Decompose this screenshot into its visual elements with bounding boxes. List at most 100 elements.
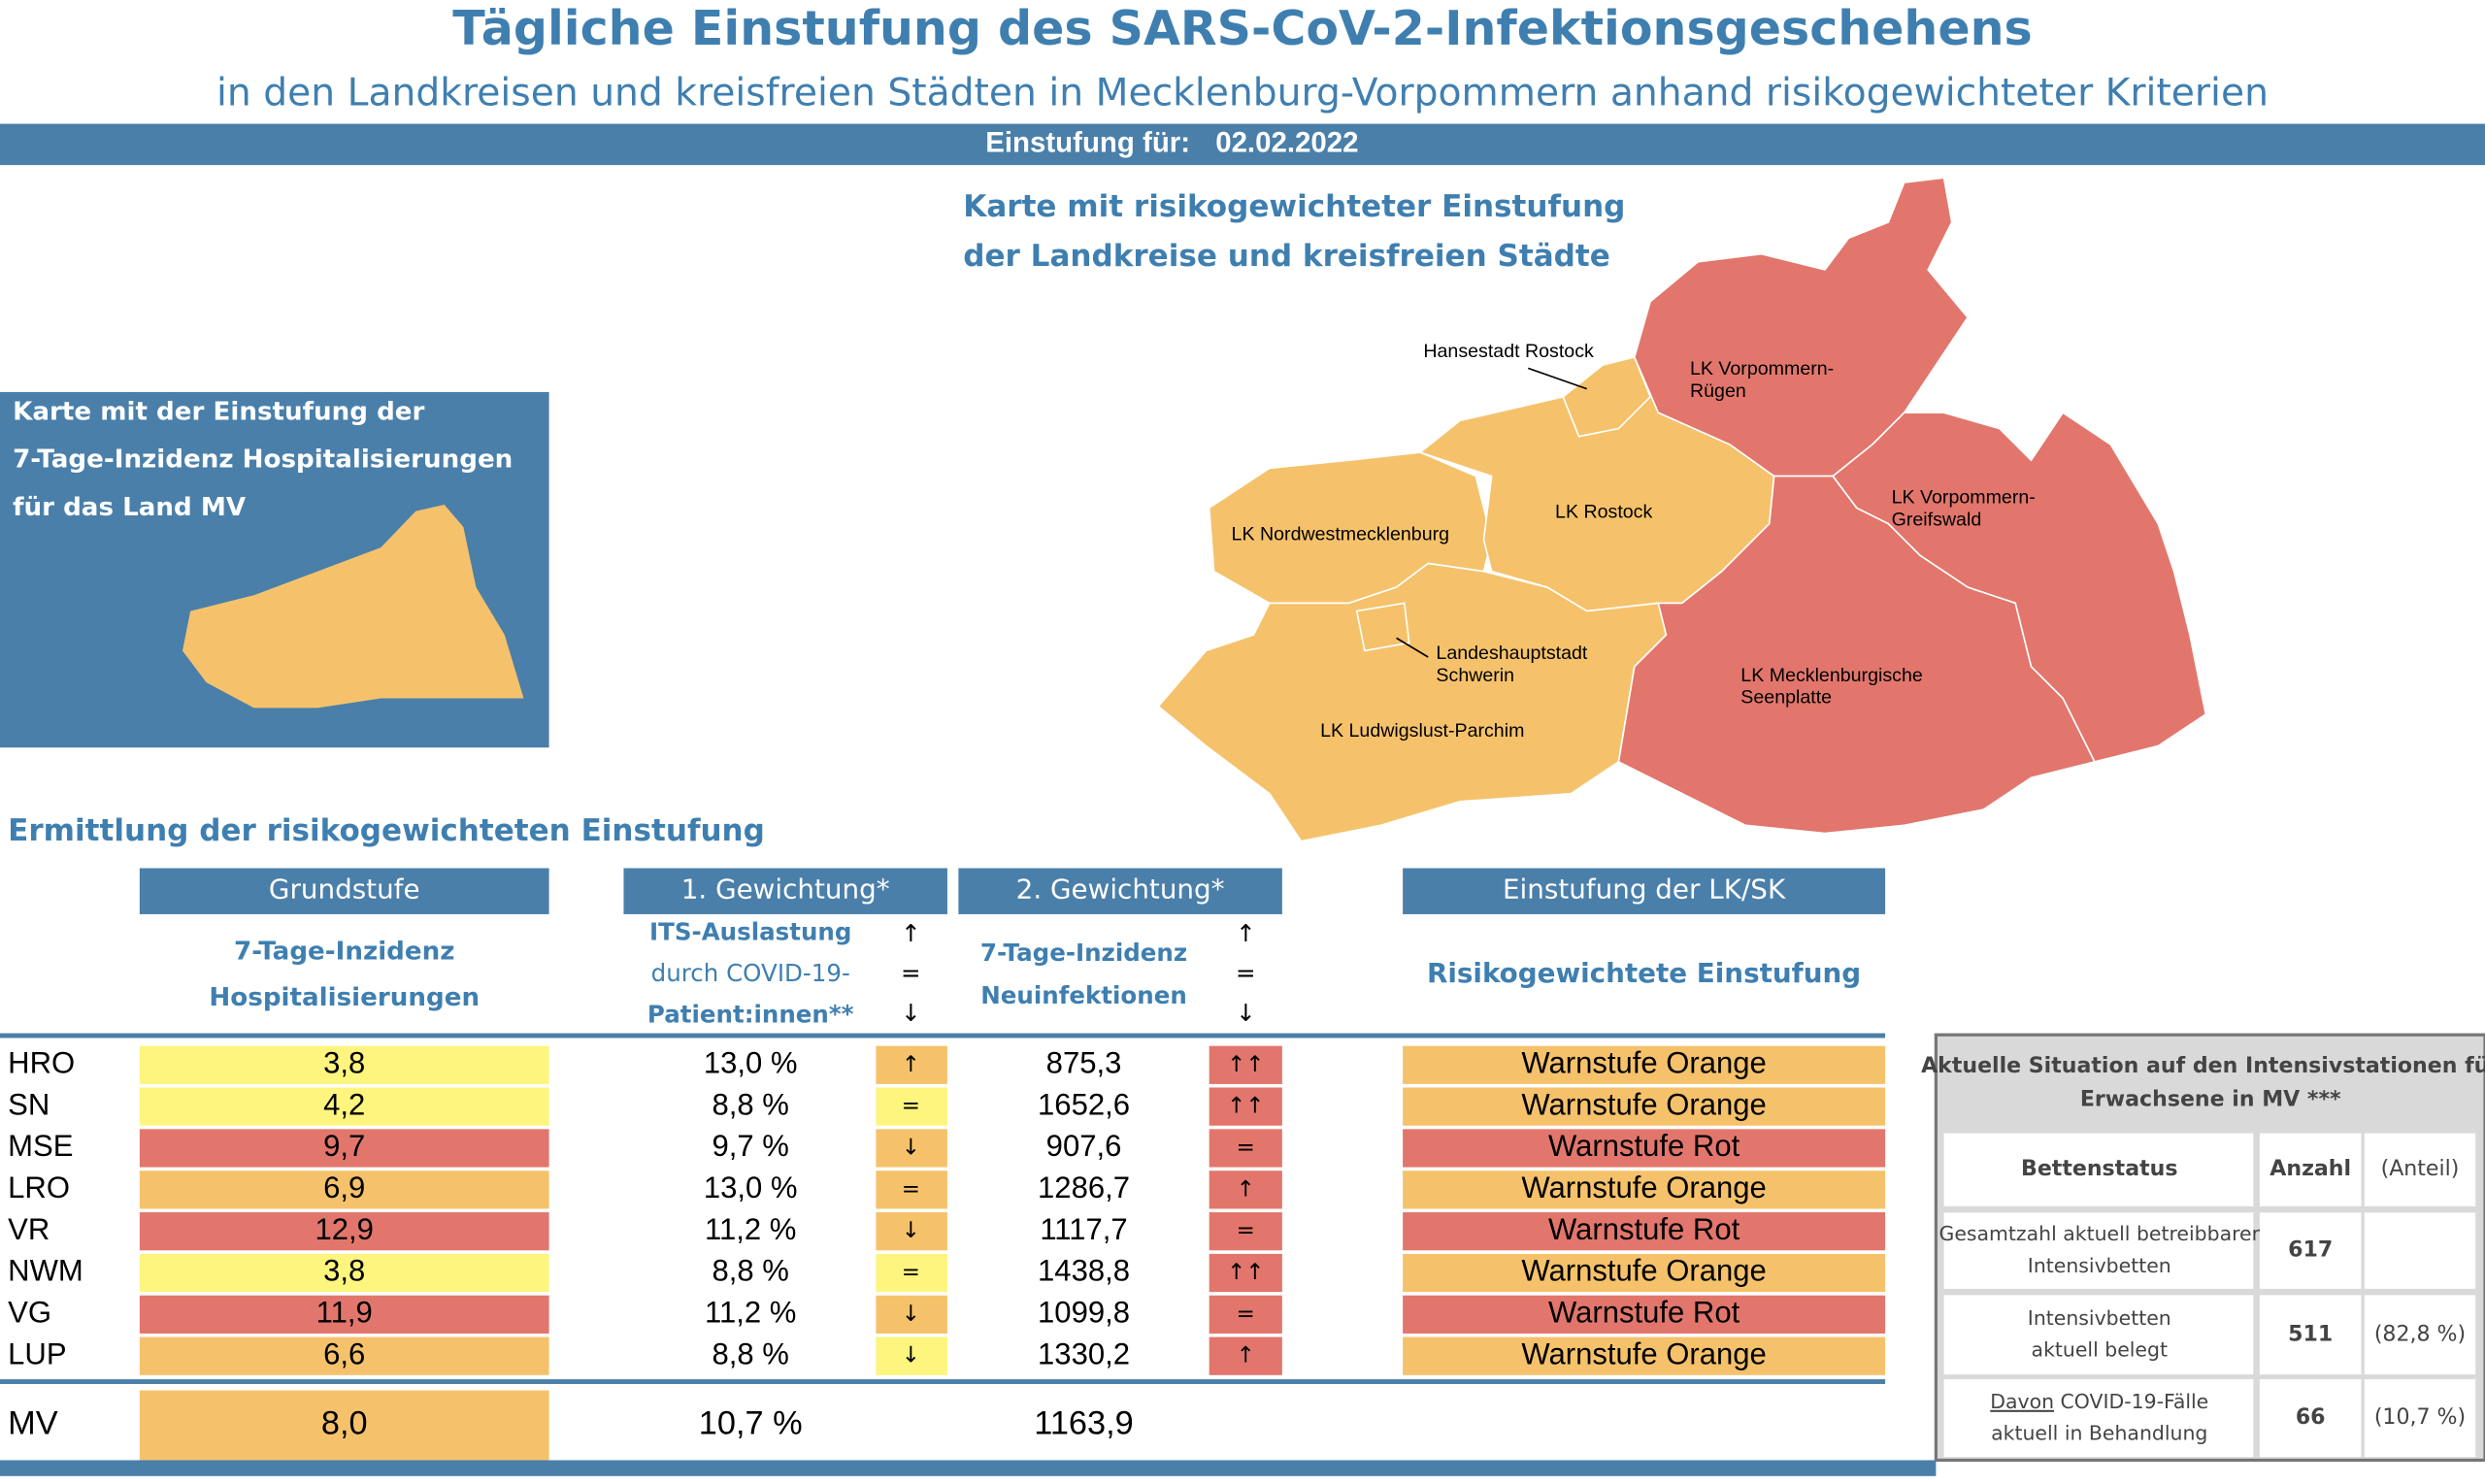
cell	[1209, 1129, 1282, 1168]
region-label: LK Rostock	[1555, 501, 1652, 522]
inz-value: 1099,8	[1038, 1296, 1130, 1330]
icu-cell	[2259, 1295, 2362, 1375]
date: 02.02.2022	[1215, 127, 1358, 159]
hosp-value: 3,8	[323, 1254, 365, 1288]
region-label: Schwerin	[1436, 665, 1514, 686]
trend-legend: =	[901, 959, 921, 987]
region-label: LK Mecklenburgische	[1740, 665, 1923, 686]
its-value: 10,7 %	[699, 1405, 803, 1442]
level: Warnstufe Rot	[1548, 1129, 1740, 1163]
icu-share: (10,7 %)	[2374, 1405, 2466, 1430]
its-trend: =	[902, 1176, 920, 1202]
cell	[139, 1336, 549, 1375]
icu-cell	[2259, 1133, 2362, 1206]
region-label: Hansestadt Rostock	[1423, 341, 1594, 362]
hosp-value: 4,2	[323, 1087, 365, 1121]
cell	[1403, 1087, 1886, 1126]
cell	[139, 1295, 549, 1334]
icu-count: 511	[2288, 1322, 2333, 1346]
region-label: Greifswald	[1892, 510, 1982, 531]
icu-title: Aktuelle Situation auf den Intensivstati…	[1921, 1054, 2485, 1078]
cell	[1403, 1129, 1886, 1168]
its-value: 11,2 %	[705, 1296, 796, 1330]
inz-trend: ↑	[1237, 1343, 1255, 1369]
column-header-text: 2. Gewichtung*	[1016, 873, 1225, 905]
row-name: LRO	[8, 1171, 70, 1204]
icu-cell	[2364, 1133, 2476, 1206]
icu-row-label: Intensivbetten	[2028, 1306, 2171, 1330]
icu-cell	[1943, 1379, 2254, 1458]
level: Warnstufe Orange	[1521, 1336, 1766, 1370]
region-label: LK Ludwigslust-Parchim	[1320, 720, 1524, 742]
leader-line	[1527, 367, 1588, 390]
icu-header: (Anteil)	[2381, 1157, 2460, 1181]
cell	[139, 1045, 549, 1084]
row-name: MSE	[8, 1129, 73, 1163]
column-header	[623, 868, 947, 914]
region-label: Rügen	[1690, 380, 1746, 402]
column-header	[139, 868, 549, 914]
row-name: MV	[8, 1405, 58, 1442]
cell	[139, 1253, 549, 1293]
cell	[139, 1129, 549, 1168]
cell	[1209, 1253, 1282, 1293]
title: Tägliche Einstufung des SARS-CoV-2-Infek…	[452, 0, 2032, 56]
table: Grundstufe 1. Gewichtung* 2. Gewichtung* Ei…	[0, 868, 1937, 1476]
its-value: 9,7 %	[712, 1129, 789, 1163]
column-header-text: Grundstufe	[269, 873, 420, 905]
inz-value: 1330,2	[1038, 1336, 1130, 1370]
its-trend: =	[902, 1094, 920, 1119]
inz-trend: ↑	[1237, 1176, 1255, 1202]
icu-title: Erwachsene in MV ***	[2080, 1087, 2341, 1111]
region-label: LK Vorpommern-	[1892, 487, 2036, 509]
region-sn	[1355, 602, 1410, 652]
icu-cell	[2364, 1295, 2476, 1375]
its-value: 8,8 %	[712, 1087, 789, 1121]
row-name: VR	[8, 1212, 50, 1246]
region-label: LK Vorpommern-	[1690, 358, 1834, 379]
subheader: ITS-Auslastung	[649, 918, 851, 946]
cell	[139, 1390, 549, 1461]
subheader: Hospitalisierungen	[209, 983, 480, 1012]
cell	[139, 1087, 549, 1126]
inz-trend: =	[1237, 1135, 1255, 1160]
region-hro	[1562, 355, 1652, 438]
icu-count: 66	[2296, 1405, 2326, 1430]
rule	[0, 1460, 1937, 1476]
column-header-text: 1. Gewichtung*	[681, 873, 890, 905]
subheader: Risikogewichtete Einstufung	[1427, 957, 1861, 989]
icu-cell	[2259, 1212, 2362, 1289]
inz-value: 1163,9	[1034, 1405, 1133, 1442]
icu-cell	[2259, 1379, 2362, 1458]
region-mse	[1617, 475, 2097, 835]
subheader: Patient:innen**	[647, 1001, 854, 1029]
hosp-value: 8,0	[321, 1405, 368, 1442]
region-label: LK Nordwestmecklenburg	[1232, 523, 1449, 544]
its-trend: ↑	[902, 1052, 920, 1077]
its-trend: ↓	[902, 1135, 920, 1160]
date-label: Einstufung für:	[985, 127, 1190, 159]
its-value: 13,0 %	[704, 1171, 798, 1204]
hosp-value: 6,9	[323, 1171, 365, 1204]
rule	[0, 1379, 1886, 1384]
icu-header: Bettenstatus	[2021, 1157, 2177, 1181]
column-header	[958, 868, 1282, 914]
its-value: 8,8 %	[712, 1336, 789, 1370]
cell	[876, 1087, 947, 1126]
inz-trend: =	[1237, 1302, 1255, 1327]
its-value: 13,0 %	[704, 1045, 798, 1079]
icu-cell	[1943, 1295, 2254, 1375]
icu-row-label: aktuell in Behandlung	[1991, 1421, 2207, 1444]
section-title: Ermittlung der risikogewichteten Einstuf…	[8, 813, 765, 848]
subheader: Neuinfektionen	[980, 981, 1187, 1009]
leader-line	[1396, 637, 1429, 658]
its-trend: ↓	[902, 1302, 920, 1327]
cell	[1403, 1295, 1886, 1334]
hosp-value: 9,7	[323, 1129, 365, 1163]
icu-share: (82,8 %)	[2374, 1322, 2466, 1346]
cell	[1209, 1045, 1282, 1084]
map-title: der Landkreise und kreisfreien Städte	[963, 239, 1609, 274]
cell	[1403, 1336, 1886, 1375]
inz-trend: =	[1237, 1218, 1255, 1243]
level: Warnstufe Orange	[1521, 1254, 1766, 1288]
